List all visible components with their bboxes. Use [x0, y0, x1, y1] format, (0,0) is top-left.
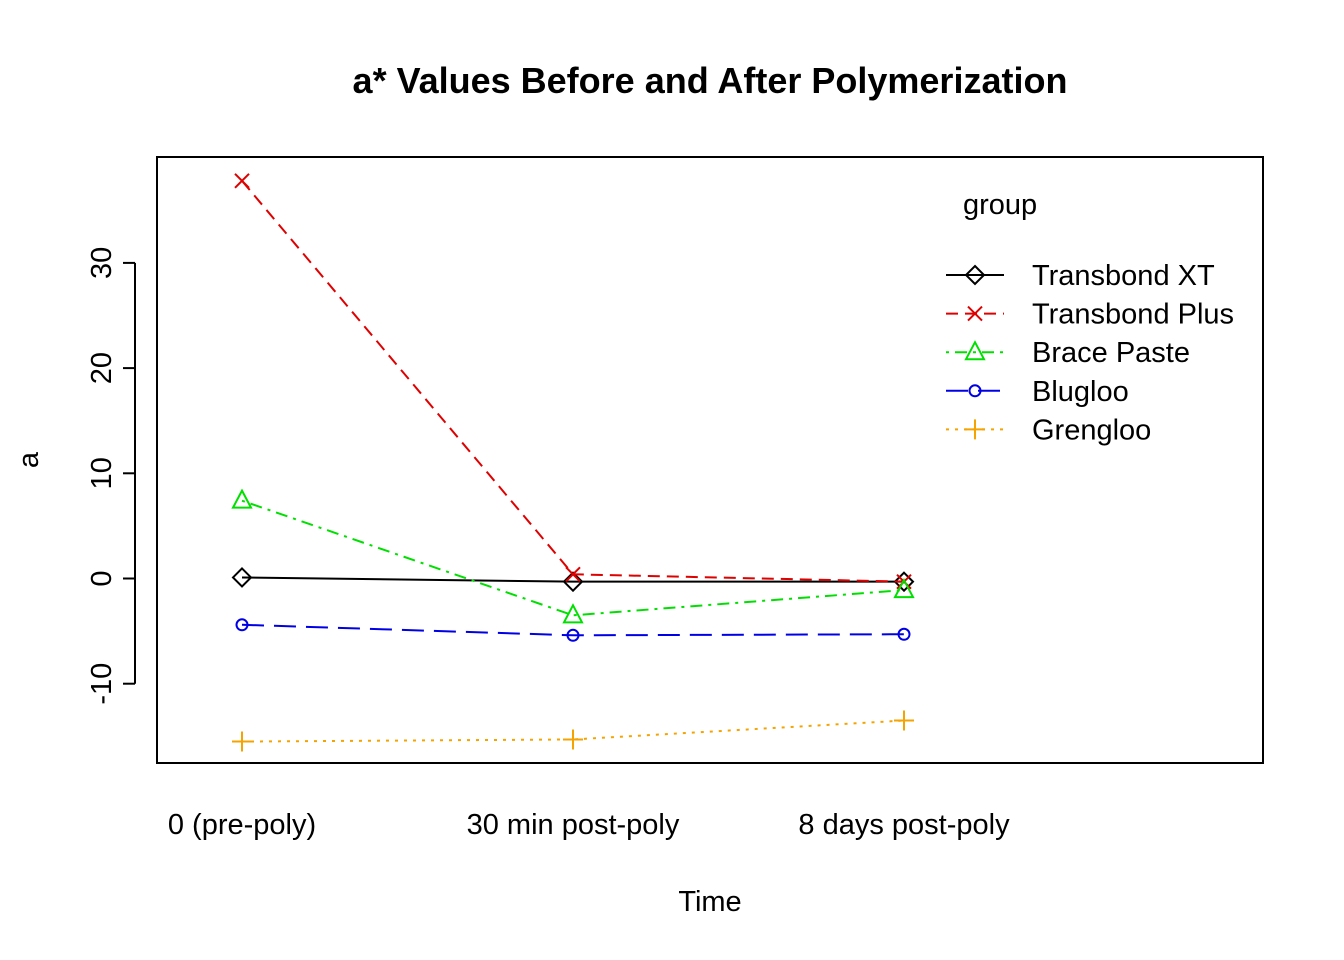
- data-point: [893, 571, 915, 593]
- legend-marker: [965, 419, 985, 440]
- data-point: [562, 603, 584, 624]
- legend-title: group: [963, 189, 1037, 221]
- data-point: [232, 731, 252, 752]
- legend-item: Transbond XT: [946, 260, 1215, 292]
- legend-label: Brace Paste: [1032, 337, 1190, 369]
- data-point: [565, 566, 581, 582]
- y-tick-label: 20: [86, 352, 118, 384]
- legend-item: Blugloo: [946, 376, 1129, 408]
- y-axis: -10 0 10 20 30: [86, 247, 136, 705]
- series-transbond-plus: [234, 173, 912, 590]
- x-tick-label: 0 (pre-poly): [168, 809, 316, 841]
- x-tick-label: 8 days post-poly: [798, 809, 1010, 841]
- legend-label: Transbond XT: [1032, 260, 1215, 292]
- legend-marker: [967, 305, 983, 322]
- series-line: [241, 623, 905, 637]
- chart-title: a* Values Before and After Polymerizatio…: [353, 60, 1068, 101]
- data-point: [235, 618, 249, 632]
- series-blugloo: [235, 618, 911, 642]
- series-grengloo: [232, 710, 914, 752]
- y-tick-label: -10: [86, 663, 118, 705]
- legend-label: Grengloo: [1032, 414, 1151, 446]
- y-tick-label: 0: [86, 570, 118, 586]
- data-point: [897, 627, 911, 641]
- series-transbond-xt: [231, 567, 915, 593]
- series-line: [241, 180, 905, 583]
- plot-frame: [156, 156, 1264, 764]
- legend-item: Brace Paste: [946, 337, 1190, 369]
- legend-item: Grengloo: [946, 414, 1151, 446]
- y-tick-label: 10: [86, 457, 118, 489]
- y-axis-label: a: [13, 451, 45, 468]
- x-axis-label: Time: [678, 886, 741, 918]
- legend-marker: [968, 384, 982, 398]
- data-point: [894, 710, 914, 731]
- data-point: [566, 628, 580, 642]
- series-brace-paste: [231, 488, 915, 624]
- series-line: [241, 499, 905, 617]
- data-point: [562, 571, 584, 593]
- y-tick-label: 30: [86, 247, 118, 279]
- series-line: [241, 719, 905, 743]
- legend-marker: [964, 340, 986, 361]
- series-layer: [231, 173, 915, 752]
- legend-marker: [964, 264, 986, 286]
- data-point: [231, 488, 253, 509]
- legend: Transbond XT Transbond Plus Brace Paste Blu…: [946, 260, 1234, 446]
- x-tick-label: 30 min post-poly: [467, 809, 680, 841]
- legend-label: Blugloo: [1032, 376, 1129, 408]
- data-point: [231, 567, 253, 588]
- legend-label: Transbond Plus: [1032, 299, 1234, 331]
- series-line: [241, 576, 904, 583]
- data-point: [563, 729, 583, 750]
- data-point: [234, 173, 250, 189]
- data-point: [893, 577, 915, 599]
- legend-item: Transbond Plus: [946, 299, 1234, 331]
- x-axis-ticks: 0 (pre-poly) 30 min post-poly 8 days post-…: [168, 809, 1010, 841]
